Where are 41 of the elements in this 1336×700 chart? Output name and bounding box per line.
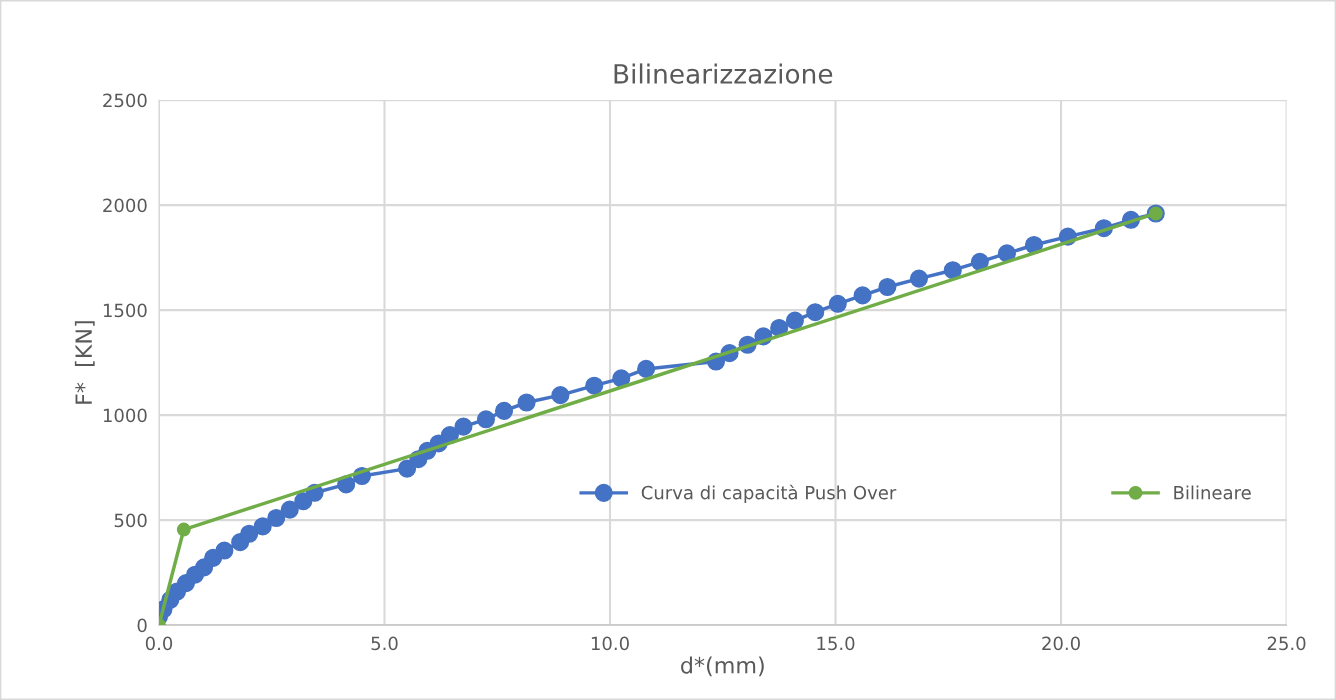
point: [637, 359, 656, 378]
x-tick-label: 25.0: [1267, 636, 1306, 651]
point: [280, 500, 299, 519]
legend-label: Curva di capacità Push Over: [641, 484, 897, 503]
point: [806, 303, 825, 322]
point: [398, 459, 417, 478]
x-tick-label: 20.0: [1042, 636, 1080, 651]
y-tick-label: 2000: [103, 198, 147, 213]
point: [215, 541, 234, 560]
point: [997, 244, 1016, 263]
point: [476, 410, 496, 429]
point: [494, 401, 514, 420]
point: [828, 294, 847, 313]
y-axis-title: F* [KN]: [74, 321, 95, 404]
point: [585, 376, 604, 395]
point: [909, 269, 929, 288]
point: [454, 417, 473, 436]
point: [878, 277, 897, 297]
point: [240, 524, 259, 543]
point: [785, 311, 804, 330]
x-tick-label: 0.0: [145, 636, 173, 651]
point: [267, 508, 286, 528]
chart-title: Bilinearizzazione: [614, 63, 833, 84]
y-tick-label: 1000: [103, 408, 147, 423]
y-tick-label: 0: [137, 618, 147, 633]
x-axis-title: d*(mm): [681, 656, 764, 677]
y-tick-label: 2500: [103, 93, 147, 108]
x-tick-label: 5.0: [371, 636, 398, 651]
point: [612, 369, 631, 388]
y-tick-label: 500: [114, 513, 147, 528]
x-tick-label: 15.0: [817, 636, 855, 651]
point: [253, 517, 272, 536]
point: [970, 252, 989, 271]
x-tick-label: 10.0: [591, 636, 629, 651]
legend-label: Bilineare: [1174, 485, 1251, 500]
point: [176, 522, 191, 537]
y-tick-label: 1500: [103, 303, 147, 318]
point: [551, 386, 570, 405]
point: [943, 261, 962, 280]
point: [853, 286, 872, 305]
point: [517, 393, 536, 412]
